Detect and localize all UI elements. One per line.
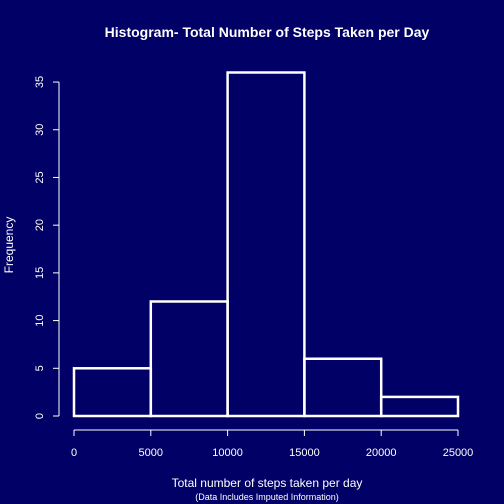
x-tick-label: 15000 (289, 447, 320, 459)
y-tick-label: 25 (34, 171, 46, 183)
x-tick-label: 5000 (139, 447, 163, 459)
y-tick-label: 15 (34, 267, 46, 279)
x-axis-label: Total number of steps taken per day (172, 476, 363, 490)
bars-group (72, 71, 460, 418)
y-tick-label: 20 (34, 219, 46, 231)
x-tick-label: 0 (71, 447, 77, 459)
y-tick-label: 35 (34, 76, 46, 88)
histogram-bar-4 (379, 395, 460, 418)
chart-title: Histogram- Total Number of Steps Taken p… (105, 24, 430, 40)
x-tick-label: 20000 (366, 447, 397, 459)
histogram-bar-2 (226, 71, 306, 418)
y-axis-label: Frequency (2, 217, 16, 274)
y-tick-label: 30 (34, 124, 46, 136)
x-axis: 0 5000 10000 15000 20000 25000 (71, 429, 474, 459)
y-tick-label: 0 (34, 413, 46, 419)
x-axis-sublabel: (Data Includes Imputed Information) (195, 492, 339, 502)
x-tick-label: 10000 (212, 447, 243, 459)
y-axis: 0 5 10 15 20 25 30 35 (34, 76, 60, 419)
histogram-bar-3 (303, 357, 383, 418)
x-tick-label: 25000 (443, 447, 474, 459)
y-tick-label: 5 (34, 365, 46, 371)
y-tick-label: 10 (34, 314, 46, 326)
histogram-bar-1 (149, 300, 229, 418)
histogram-bar-0 (72, 367, 153, 418)
